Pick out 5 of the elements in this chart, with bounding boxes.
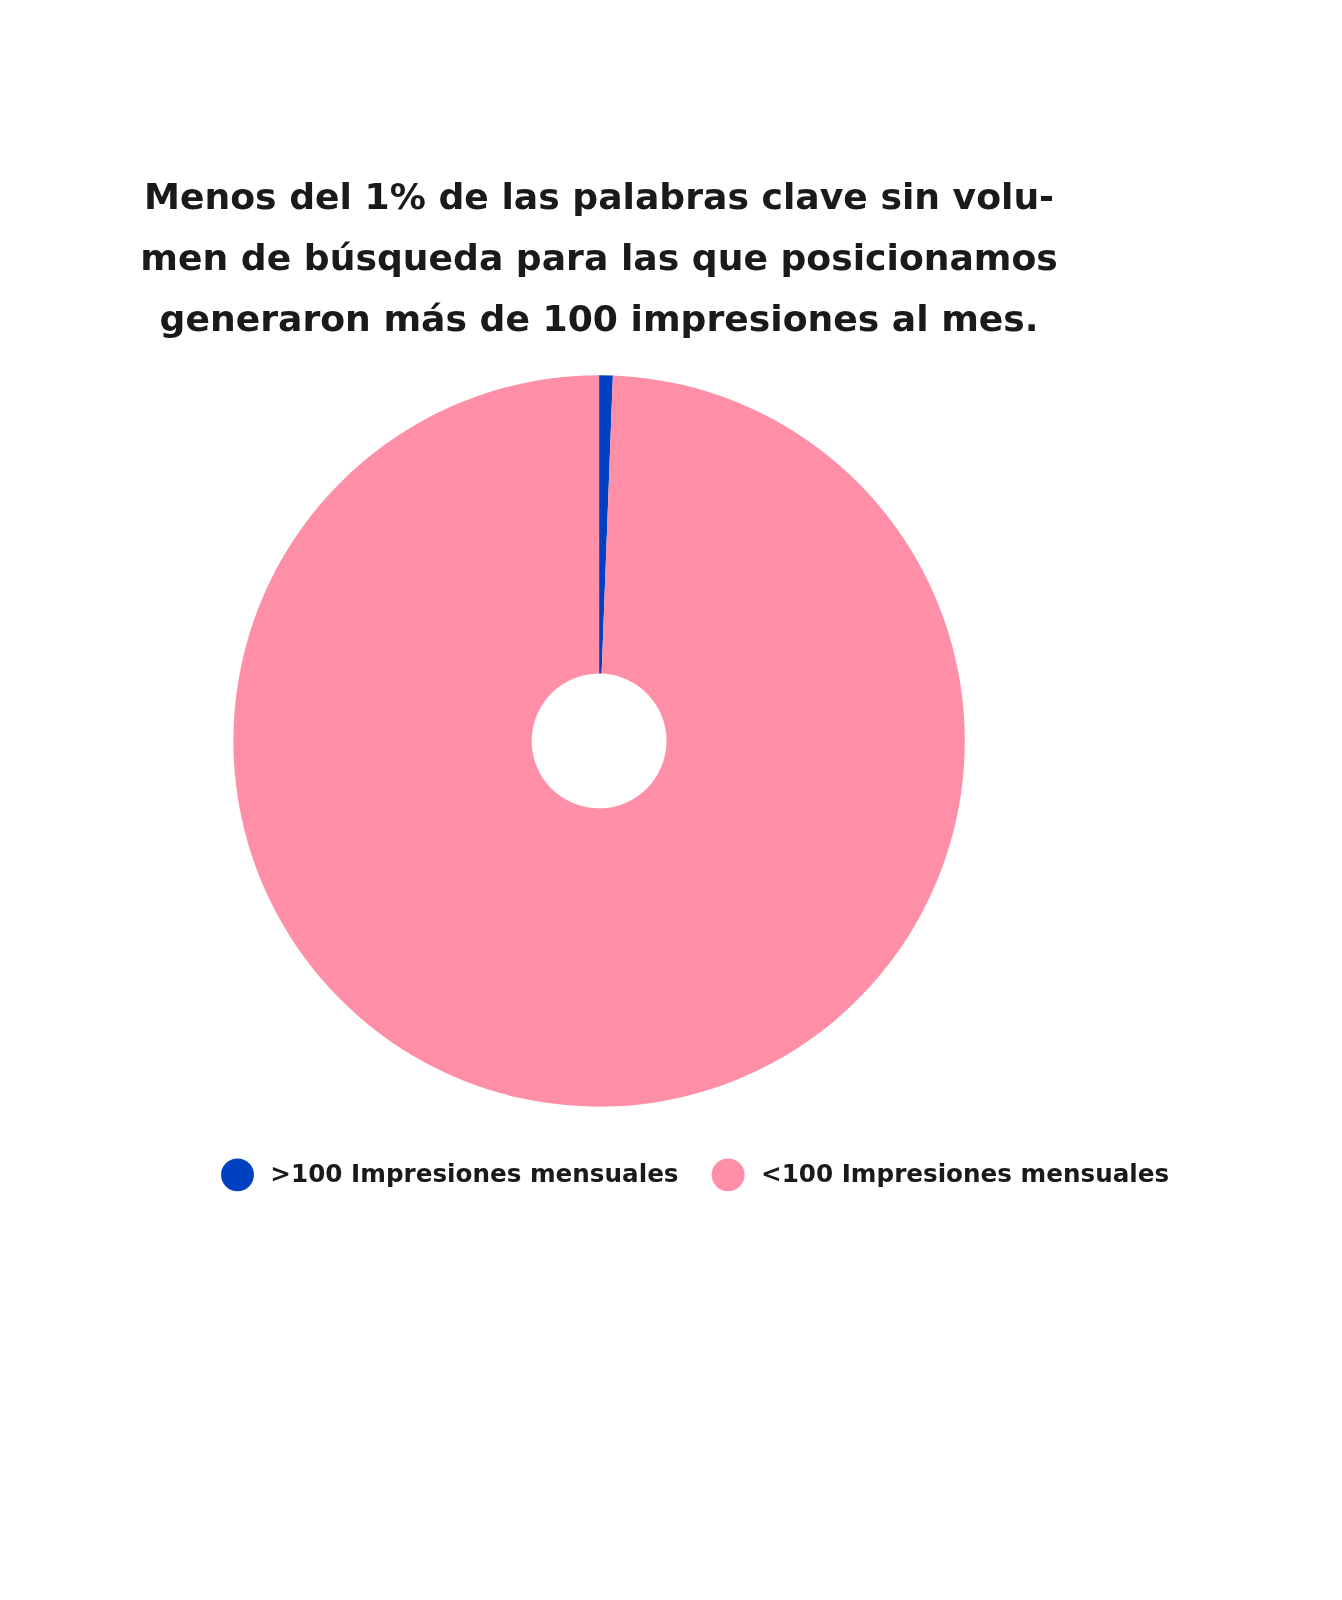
donut-slice — [233, 375, 965, 1107]
chart-title: Menos del 1% de las palabras clave sin volu- men de búsqueda para las que posicionamos generaron más de 100 impresiones al mes. — [140, 175, 1058, 340]
legend-label: >100 Impresiones mensuales — [270, 1159, 679, 1189]
donut-slice — [599, 375, 613, 674]
legend-label: <100 Impresiones mensuales — [760, 1159, 1170, 1189]
